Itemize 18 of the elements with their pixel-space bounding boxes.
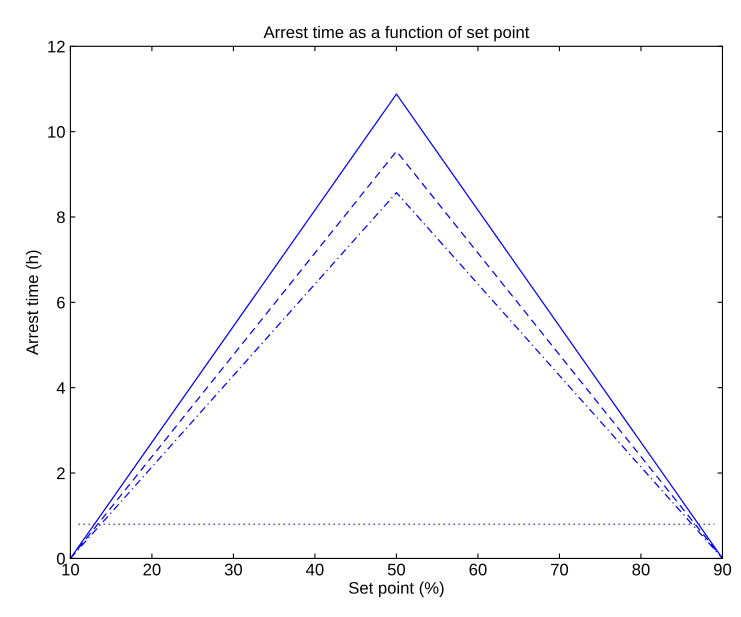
y-axis-title: Arrest time (h) — [26, 250, 42, 356]
chart-title: Arrest time as a function of set point — [264, 26, 530, 42]
y-tick-label: 2 — [57, 467, 65, 480]
y-tick-label: 12 — [48, 40, 65, 52]
y-tick-label: 8 — [56, 211, 65, 224]
x-tick-label: 50 — [388, 564, 406, 576]
y-tick-label: 6 — [57, 296, 65, 309]
y-tick-label: 10 — [48, 126, 65, 138]
y-tick-label: 0 — [56, 552, 65, 565]
x-tick-label: 60 — [470, 564, 487, 576]
x-tick-label: 40 — [306, 564, 324, 576]
y-tick-label: 4 — [56, 382, 66, 394]
x-tick-label: 30 — [224, 564, 242, 576]
x-tick-label: 20 — [143, 564, 161, 576]
x-tick-label: 70 — [551, 564, 568, 576]
x-tick-label: 90 — [714, 564, 732, 576]
x-axis-title: Set point (%) — [349, 582, 444, 598]
x-tick-label: 80 — [632, 564, 650, 576]
